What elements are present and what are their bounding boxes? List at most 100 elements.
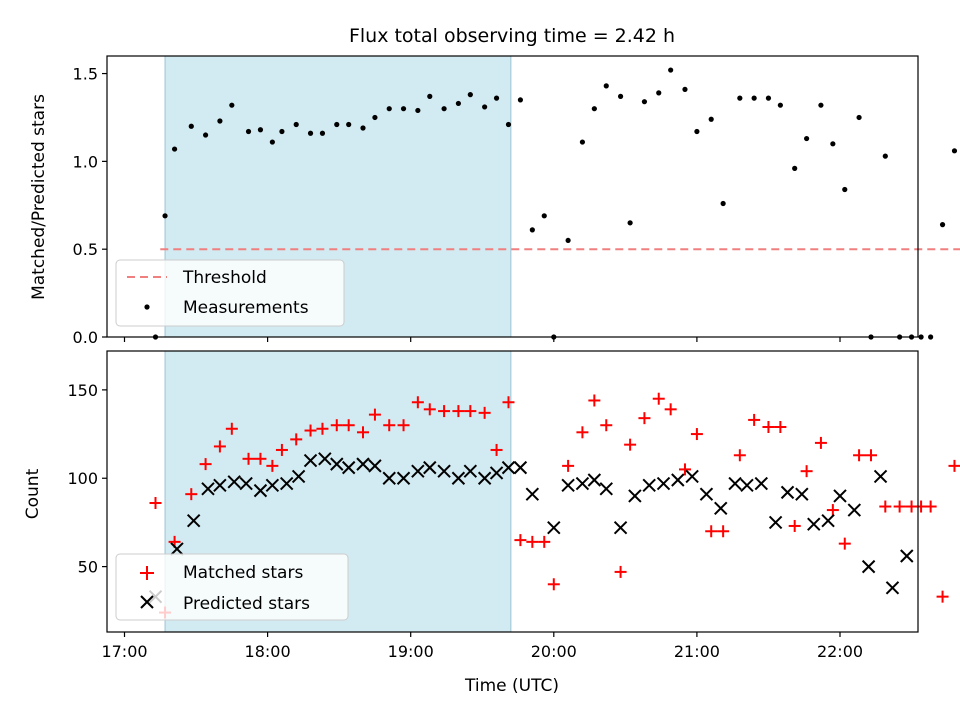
predicted-star-point <box>303 453 318 468</box>
matched-star-point <box>397 419 410 432</box>
bottom-axes-frame <box>106 350 919 633</box>
measurement-point <box>188 123 194 129</box>
matched-star-point <box>514 534 527 547</box>
predicted-star-point <box>330 457 344 471</box>
x-tick-label: 19:00 <box>388 642 434 661</box>
predicted-star-point <box>382 471 396 485</box>
measurement-point <box>529 227 535 233</box>
measurement-point <box>162 213 168 219</box>
y-tick-label: 0.0 <box>73 328 98 347</box>
matched-star-point <box>526 535 539 548</box>
measurement-point <box>505 121 512 128</box>
matched-star-point <box>423 403 436 416</box>
matched-star-point <box>924 500 937 513</box>
predicted-star-point <box>341 460 356 475</box>
predicted-star-point <box>253 483 268 498</box>
measurement-point <box>668 67 674 73</box>
matched-star-point <box>478 406 491 419</box>
bottom-y-label: Count <box>23 468 43 519</box>
top-y-label: Matched/Predicted stars <box>29 94 49 300</box>
matched-star-point <box>330 419 343 432</box>
measurement-point <box>792 165 798 171</box>
predicted-star-point <box>656 476 671 491</box>
matched-star-point <box>788 519 801 532</box>
legend-matched-label: Matched stars <box>183 563 303 583</box>
matched-star-point <box>213 440 226 453</box>
y-tick-label: 50 <box>78 558 98 577</box>
measurement-point <box>627 220 633 226</box>
measurement-point <box>656 90 662 96</box>
measurement-point <box>171 146 178 152</box>
y-tick-label: 1.0 <box>73 152 98 171</box>
matched-star-point <box>538 535 551 548</box>
predicted-star-point <box>318 452 332 466</box>
predicted-star-point <box>525 487 540 501</box>
matched-star-point <box>690 428 703 441</box>
x-tick-label: 18:00 <box>245 642 291 661</box>
matched-star-point <box>383 419 396 432</box>
matched-star-point <box>290 433 303 446</box>
predicted-star-point <box>900 549 914 563</box>
predicted-star-point <box>201 482 215 496</box>
predicted-star-point <box>489 466 504 480</box>
matched-star-point <box>664 403 677 416</box>
measurement-point <box>830 141 836 147</box>
matched-star-point <box>411 396 424 409</box>
matched-star-point <box>368 408 381 421</box>
measurement-point <box>818 102 824 108</box>
top-legend: Threshold Measurements <box>115 259 345 327</box>
measurement-point <box>307 130 314 136</box>
matched-star-point <box>275 443 288 456</box>
predicted-star-point <box>740 478 754 493</box>
matched-star-point <box>936 590 949 603</box>
measurement-point <box>279 128 285 135</box>
predicted-star-point <box>599 482 613 496</box>
predicted-star-point <box>807 517 821 531</box>
measurement-point <box>245 128 252 135</box>
predicted-star-point <box>265 478 280 493</box>
predicted-star-point <box>368 459 382 473</box>
legend-measurements-label: Measurements <box>183 298 309 318</box>
matched-star-point <box>652 392 665 405</box>
matched-star-point <box>490 443 503 456</box>
matched-star-point <box>452 405 465 418</box>
measurement-point <box>617 93 624 99</box>
measurement-point <box>842 186 848 193</box>
matched-star-point <box>826 504 839 517</box>
measurement-point <box>694 128 700 135</box>
measurement-point <box>293 121 299 128</box>
predicted-star-point <box>714 501 728 515</box>
x-tick-label: 22:00 <box>817 642 863 661</box>
matched-star-point <box>748 413 761 426</box>
chart-title: Flux total observing time = 2.42 h <box>349 25 675 47</box>
measurement-point <box>591 106 597 112</box>
matched-star-point <box>614 565 627 578</box>
matched-star-point <box>342 419 355 432</box>
measurement-point <box>565 237 571 244</box>
predicted-star-point <box>411 464 425 478</box>
predicted-star-point <box>795 487 809 501</box>
measurement-point <box>202 132 209 138</box>
matched-star-point <box>242 452 255 465</box>
matched-star-point <box>853 449 866 462</box>
matched-star-point <box>438 405 451 418</box>
measurement-point <box>517 97 524 103</box>
measurement-point <box>269 139 275 145</box>
matched-star-point <box>717 525 730 538</box>
matched-star-point <box>562 459 575 472</box>
measurement-point <box>467 92 473 98</box>
matched-star-point <box>838 537 851 550</box>
measurement-point <box>804 135 810 142</box>
x-axis-label: Time (UTC) <box>464 676 559 696</box>
matched-star-point <box>576 426 589 439</box>
measurement-point <box>708 116 714 122</box>
predicted-star-point <box>873 469 888 484</box>
matched-star-point <box>464 405 477 418</box>
legend-threshold-label: Threshold <box>182 268 267 288</box>
x-axis-ticks: 17:0018:0019:0020:0021:0022:0023:0000:00… <box>101 632 863 661</box>
predicted-star-point <box>513 460 528 475</box>
matched-star-point <box>638 412 651 425</box>
measurement-point <box>918 334 924 340</box>
measurement-point <box>360 125 366 131</box>
